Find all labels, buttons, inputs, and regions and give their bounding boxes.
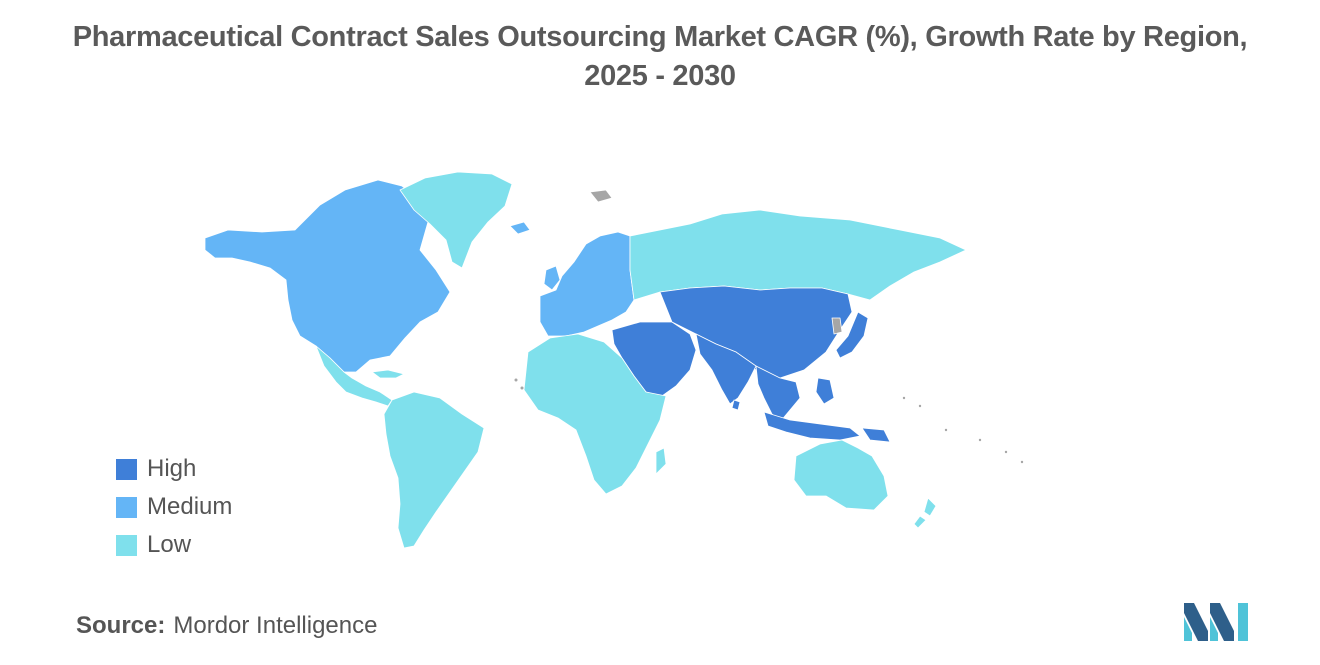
region-japan — [835, 311, 869, 359]
region-new-zealand — [913, 497, 937, 529]
region-greenland — [399, 171, 513, 269]
region-caribbean — [371, 369, 405, 379]
region-africa — [523, 333, 667, 495]
region-south-america — [383, 391, 485, 549]
region-svalbard — [589, 189, 613, 203]
region-russia — [629, 209, 967, 301]
source-label: Source: — [76, 612, 166, 639]
legend-item-high: High — [116, 450, 232, 488]
region-sri-lanka — [731, 399, 741, 411]
region-indonesia — [763, 411, 861, 441]
legend: High Medium Low — [116, 450, 232, 564]
region-uk — [543, 265, 561, 291]
no-data-islands — [514, 378, 1024, 464]
legend-swatch-low — [116, 534, 137, 556]
region-philippines — [815, 377, 835, 405]
region-iceland — [509, 221, 531, 235]
mordor-intelligence-logo-icon — [1184, 603, 1248, 641]
legend-item-low: Low — [116, 526, 232, 564]
title-line-1: Pharmaceutical Contract Sales Outsourcin… — [72, 21, 1248, 53]
legend-swatch-medium — [116, 496, 137, 518]
legend-swatch-high — [116, 458, 137, 480]
legend-item-medium: Medium — [116, 488, 232, 526]
region-south-asia — [695, 333, 757, 405]
title-line-2: 2025 - 2030 — [584, 60, 736, 92]
legend-label-medium: Medium — [147, 493, 233, 520]
region-madagascar — [655, 447, 667, 475]
chart-title: Pharmaceutical Contract Sales Outsourcin… — [0, 18, 1320, 96]
region-australia — [793, 439, 889, 511]
region-north-america — [204, 179, 451, 373]
legend-label-high: High — [147, 455, 197, 482]
source-value: Mordor Intelligence — [173, 612, 378, 639]
region-korea — [831, 317, 843, 335]
region-papua — [861, 427, 891, 443]
legend-label-low: Low — [147, 531, 192, 558]
source-line: Source: Mordor Intelligence — [76, 612, 377, 640]
region-southeast-asia — [755, 365, 801, 423]
